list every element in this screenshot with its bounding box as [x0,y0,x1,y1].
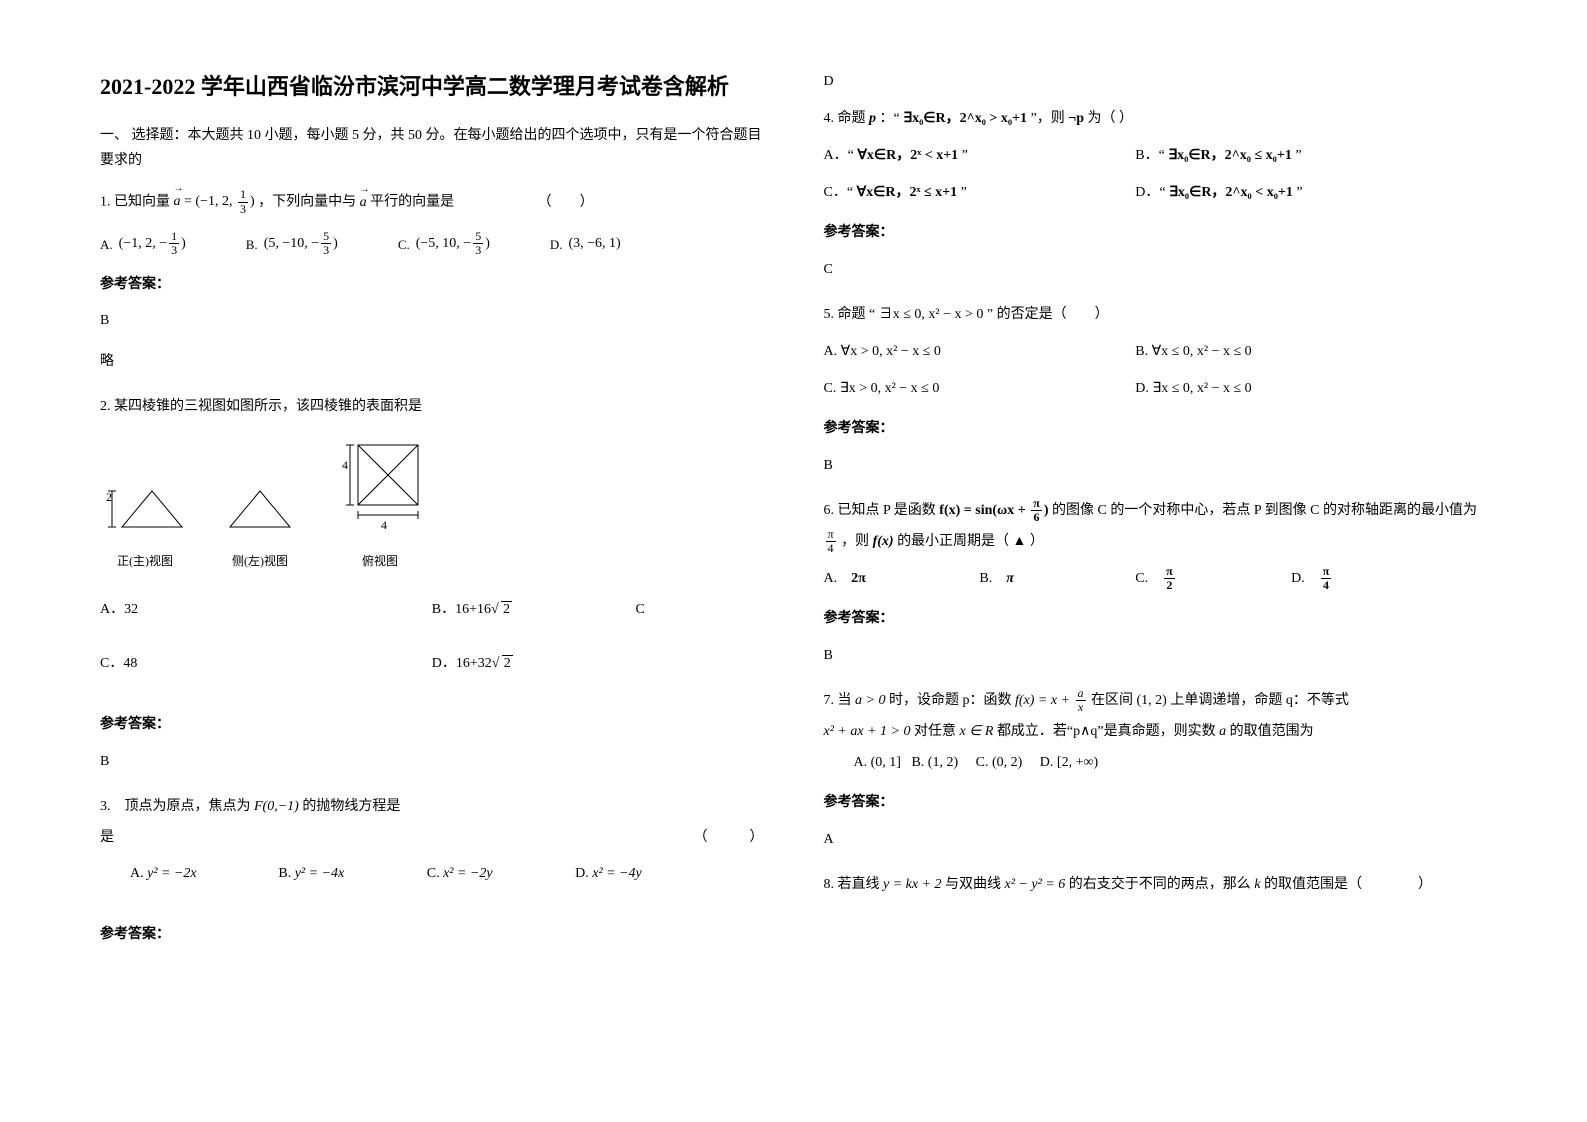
question-3: 3. 顶点为原点，焦点为 F(0,−1) 的抛物线方程是 是 （ ） A. y²… [100,792,764,951]
side-view-svg [220,483,300,539]
q3-answer: D [824,74,1488,90]
q1-answer-label: 参考答案： [100,270,764,301]
front-view-svg: 2 [100,483,190,539]
q3-answer-label: 参考答案： [100,920,764,951]
q5-answer: B [824,451,1488,482]
q2-option-b: B．16+162 C [432,595,764,626]
q1-options: A. (−1, 2, −13) B. (5, −10, −53) C. (−5,… [100,229,764,260]
q4-answer: C [824,255,1488,286]
q2-answer: B [100,747,764,778]
q1-option-a: A. (−1, 2, −13) [100,229,186,260]
q2-text: 2. 某四棱锥的三视图如图所示，该四棱锥的表面积是 [100,392,764,423]
q5-option-d: D. ∃x ≤ 0, x² − x ≤ 0 [1135,374,1447,405]
side-view: 侧(左)视图 [220,483,300,575]
question-8: 8. 若直线 y = kx + 2 与双曲线 x² − y² = 6 的右支交于… [824,870,1488,901]
q3-option-b: B. y² = −4x [278,859,426,890]
q1-paren: （ ） [538,195,594,210]
question-2: 2. 某四棱锥的三视图如图所示，该四棱锥的表面积是 2 正(主)视图 [100,392,764,778]
q6-option-d: D. π4 [1291,564,1447,595]
q5-option-c: C. ∃x > 0, x² − x ≤ 0 [824,374,1136,405]
q6-option-c: C. π2 [1135,564,1291,595]
page-title: 2021-2022 学年山西省临汾市滨河中学高二数学理月考试卷含解析 [100,70,764,103]
q5-option-b: B. ∀x ≤ 0, x² − x ≤ 0 [1135,337,1447,368]
q1-note: 略 [100,347,764,378]
q1-option-c: C. (−5, 10, −53) [398,229,490,260]
q3-pre: 3. 顶点为原点，焦点为 [100,799,254,814]
q2-option-c: C．48 [100,649,432,680]
q3-option-c: C. x² = −2y [427,859,575,890]
q3-option-a: A. y² = −2x [130,859,278,890]
q3-focus: F(0,−1) [254,799,299,814]
q1-answer: B [100,306,764,337]
front-view: 2 正(主)视图 [100,483,190,575]
q3-option-d: D. x² = −4y [575,859,723,890]
q4-option-b: B．“ ∃x₀∈R，2^x₀ ≤ x₀+1 ” [1135,141,1447,172]
q1-post: ，下列向量中与 [258,195,360,210]
svg-text:4: 4 [342,458,348,472]
q1-frac: 13 [238,188,248,215]
q1-pre: 1. 已知向量 [100,195,170,210]
vector-a: a [174,187,181,218]
q6-option-b: B. π [979,564,1135,595]
q2-option-d: D．16+322 [432,649,764,680]
q7-option-a: A. (0, 1] [854,755,901,770]
section-1-heading: 一、 选择题：本大题共 10 小题，每小题 5 分，共 50 分。在每小题给出的… [100,123,764,173]
svg-text:4: 4 [381,518,387,532]
question-1: 1. 已知向量 a = (−1, 2, 13) ，下列向量中与 a 平行的向量是… [100,187,764,378]
q5-option-a: A. ∀x > 0, x² − x ≤ 0 [824,337,1136,368]
vector-a-2: a [360,188,367,219]
question-6: 6. 已知点 P 是函数 f(x) = sin(ωx + π6) 的图像 C 的… [824,496,1488,672]
q4-answer-label: 参考答案： [824,218,1488,249]
q7-option-b: B. (1, 2) [911,755,958,770]
q6-option-a: A. 2π [824,564,980,595]
q2-answer-label: 参考答案： [100,710,764,741]
top-view-svg: 4 4 [330,439,430,539]
q1-eq-lead: = (−1, 2, [184,194,236,209]
q4-option-a: A．“ ∀x∈R，2ˣ < x+1 ” [824,141,1136,172]
question-4: 4. 命题 p ：“ ∃x₀∈R，2^x₀ > x₀+1 ”，则 ¬p 为（ ）… [824,104,1488,286]
q4-option-c: C．“ ∀x∈R，2ˣ ≤ x+1 ” [824,178,1136,209]
q6-answer-label: 参考答案： [824,604,1488,635]
q3-post: 的抛物线方程是 [302,799,400,814]
top-view: 4 4 俯视图 [330,439,430,575]
q7-answer: A [824,825,1488,856]
q3-paren: （ ） [694,823,764,854]
question-5: 5. 命题 “ ∃x ≤ 0, x² − x > 0 ” 的否定是（ ） A. … [824,300,1488,482]
three-views: 2 正(主)视图 侧(左)视图 [100,439,764,575]
q1-option-d: D. (3, −6, 1) [550,229,621,260]
q5-answer-label: 参考答案： [824,414,1488,445]
q2-option-a: A．32 [100,595,432,626]
q6-answer: B [824,641,1488,672]
q1-option-b: B. (5, −10, −53) [246,229,338,260]
q7-option-c: C. (0, 2) [976,755,1023,770]
q4-option-d: D．“ ∃x₀∈R，2^x₀ < x₀+1 ” [1135,178,1447,209]
svg-text:2: 2 [106,490,112,504]
q7-answer-label: 参考答案： [824,788,1488,819]
q7-option-d: D. [2, +∞) [1040,755,1098,770]
question-7: 7. 当 a > 0 时，设命题 p：函数 f(x) = x + ax 在区间 … [824,686,1488,856]
q1-post2: 平行的向量是 [370,195,454,210]
